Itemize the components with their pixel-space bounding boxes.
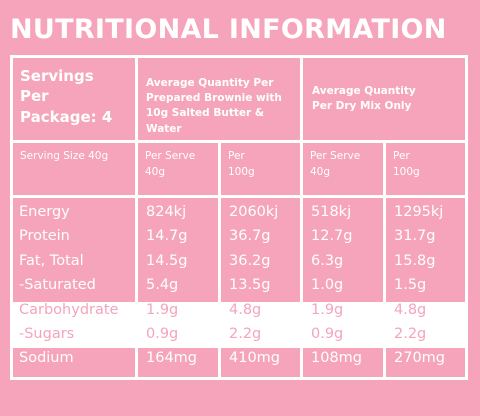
row-value: 0.9g [311,326,344,342]
row-value: 824kj [146,204,187,220]
row-value: 270mg [394,350,446,367]
subheader-text: Per 100g [393,150,420,178]
row-value: 14.5g [146,252,188,269]
row-value: 13.5g [229,277,271,294]
row-value: 1.5g [394,277,427,294]
subheader-text: Serving Size 40g [20,150,109,162]
row-value: 164mg [146,350,198,367]
row-value: 2.2g [394,326,427,342]
row-value: 1.9g [146,301,179,318]
row-value: 410mg [229,350,281,367]
header-text: Average Quantity Per Dry Mix Only [312,85,416,113]
subheader-cell [13,143,135,195]
subheader-cell [303,143,383,195]
row-value: 1.9g [311,301,344,318]
subheader-text: Per Serve 40g [310,150,361,178]
header-text: Servings Per Package: 4 [20,67,113,126]
subheader-text: Per Serve 40g [145,150,196,178]
row-value: 108mg [311,350,363,367]
row-value: 36.7g [229,228,271,245]
title: NUTRITIONAL INFORMATION [10,14,447,45]
row-value: 5.4g [146,277,179,294]
header-cell [138,58,300,140]
row-value: 0.9g [146,326,179,342]
row-value: 4.8g [394,301,427,318]
header-cell [303,58,465,140]
row-value: 12.7g [311,228,353,245]
row-value: 2060kj [229,204,279,220]
row-value: 14.7g [146,228,188,245]
row-label: Carbohydrate [19,301,119,318]
header-cell [13,58,135,140]
subheader-cell [138,143,218,195]
row-label: Energy [19,204,70,220]
row-value: 2.2g [229,326,262,342]
row-label: -Saturated [19,277,96,294]
subheader-cell [386,143,465,195]
row-value: 15.8g [394,252,436,269]
row-value: 6.3g [311,252,344,269]
row-value: 4.8g [229,301,262,318]
row-value: 31.7g [394,228,436,245]
row-value: 518kj [311,204,352,220]
highlight-band [10,302,468,348]
header-text: Average Quantity Per Prepared Brownie wi… [146,77,282,135]
row-value: 36.2g [229,252,271,269]
row-value: 1.0g [311,277,344,294]
subheader-cell [221,143,300,195]
row-label: Protein [19,228,70,245]
row-value: 1295kj [394,204,444,220]
row-label: Fat, Total [19,252,84,269]
row-label: Sodium [19,350,74,367]
row-label: -Sugars [19,326,75,342]
subheader-text: Per 100g [228,150,255,178]
